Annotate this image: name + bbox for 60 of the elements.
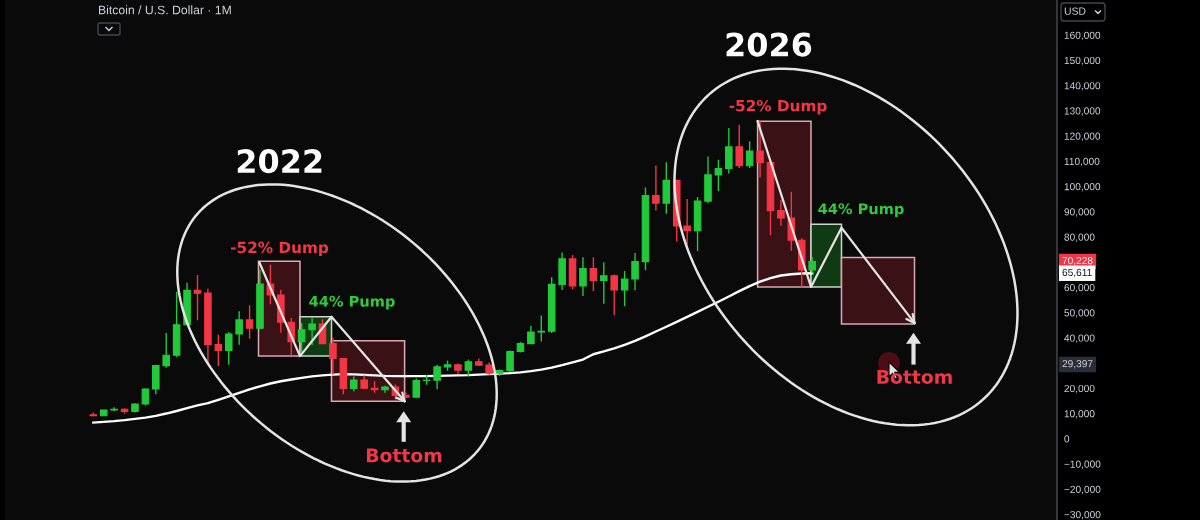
candlestick	[620, 270, 629, 307]
candlestick	[308, 316, 316, 346]
annotation: 44% Pump	[818, 203, 904, 218]
y-tick-label: 160,000	[1064, 31, 1101, 41]
candlestick	[777, 199, 785, 227]
candlestick	[537, 314, 546, 343]
y-tick-label: 90,000	[1064, 208, 1095, 217]
line-series	[92, 272, 814, 424]
candlestick	[610, 273, 619, 316]
candlestick	[652, 164, 660, 212]
y-tick-label: −10,000	[1064, 460, 1101, 469]
text: 29,397	[1062, 360, 1093, 369]
candlestick	[745, 140, 754, 169]
candlestick	[506, 349, 514, 373]
candlestick	[662, 161, 671, 215]
annotation: -52% Dump	[729, 99, 827, 115]
y-tick-label: 100,000	[1064, 183, 1101, 192]
annotation: 44% Pump	[309, 295, 395, 310]
candlestick	[600, 261, 608, 305]
y-tick-label: 10,000	[1064, 410, 1095, 419]
y-tick-label: 120,000	[1064, 132, 1101, 141]
y-tick-label: 110,000	[1064, 157, 1100, 167]
candlestick	[735, 123, 744, 169]
text: 65,611	[1062, 268, 1092, 278]
y-tick-label: 150,000	[1064, 56, 1101, 66]
y-tick-label: −20,000	[1064, 485, 1101, 495]
annotation: Bottom	[366, 448, 442, 463]
candlestick	[214, 333, 223, 367]
candlestick	[579, 256, 587, 297]
candlestick	[589, 256, 598, 292]
candlestick	[725, 127, 733, 175]
y-tick-label: 40,000	[1064, 334, 1095, 343]
candlestick	[329, 337, 337, 376]
candlestick	[193, 274, 202, 321]
candlestick	[433, 364, 441, 391]
y-tick-label: 50,000	[1064, 309, 1095, 318]
candlestick	[683, 198, 691, 247]
candlestick	[297, 322, 306, 353]
y-tick-label: 20,000	[1064, 384, 1095, 394]
candlestick	[235, 310, 243, 346]
candlestick	[224, 331, 233, 366]
annotation: Bottom	[877, 370, 952, 384]
candlestick	[631, 252, 639, 291]
y-tick-label: 130,000	[1064, 107, 1101, 116]
annotation: -52% Dump	[231, 241, 329, 257]
candlestick	[162, 332, 171, 369]
annotation: 2022	[237, 149, 322, 174]
text: 70,228	[1062, 257, 1093, 266]
candlestick	[412, 377, 421, 398]
chart-title: Bitcoin / U.S. Dollar · 1M	[99, 5, 231, 15]
y-tick-label: 0	[1064, 435, 1070, 443]
y-tick-label: 140,000	[1064, 82, 1101, 91]
annotation: 2026	[726, 32, 812, 57]
y-tick-label: −30,000	[1064, 511, 1101, 520]
y-tick-label: 60,000	[1064, 283, 1095, 293]
candlestick	[245, 304, 254, 340]
text: USD	[1064, 7, 1086, 15]
candlestick	[756, 119, 764, 179]
y-tick-label: 80,000	[1064, 233, 1095, 242]
candlestick	[152, 364, 160, 396]
